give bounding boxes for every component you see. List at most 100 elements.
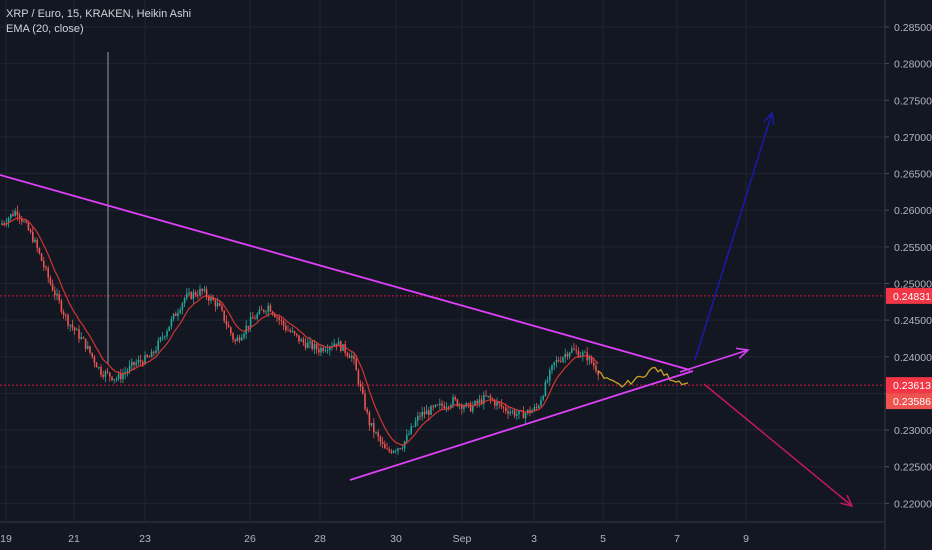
candle-body <box>335 343 338 347</box>
candle-body <box>582 352 584 356</box>
candle-body <box>533 406 536 411</box>
candle-body <box>269 305 272 312</box>
candle-body <box>483 395 485 404</box>
candle-body <box>414 421 417 427</box>
candle-body <box>401 448 404 450</box>
candle-body <box>144 355 146 365</box>
candle-body <box>315 343 318 350</box>
candle-body <box>494 400 496 406</box>
candle-body <box>166 331 168 337</box>
candle-body <box>73 327 76 331</box>
candle-body <box>254 318 256 320</box>
candle-body <box>467 403 470 404</box>
price-badge-label: 0.23586 <box>893 396 931 408</box>
candle-body <box>276 317 278 318</box>
candle-body <box>366 409 368 413</box>
candle-body <box>450 405 452 408</box>
candle-body <box>98 367 100 368</box>
candle-body <box>560 361 562 362</box>
candle-body <box>133 361 135 365</box>
candle-body <box>150 351 153 358</box>
candle-body <box>408 433 410 435</box>
candle-body <box>214 300 217 307</box>
candle-body <box>441 403 443 406</box>
y-tick-label: 0.24000 <box>894 352 932 364</box>
candle-body <box>236 337 239 342</box>
candle-body <box>188 292 190 294</box>
price-axis[interactable]: 0.28500 0.28000 0.27500 0.27000 0.26500 0.260… <box>884 0 932 550</box>
x-tick-label: 3 <box>531 533 537 545</box>
candle-body <box>113 379 115 381</box>
time-axis[interactable]: 19 21 23 26 28 30 Sep 3 5 7 9 <box>0 521 885 545</box>
ascending-trendline <box>349 370 694 481</box>
candle-body <box>153 351 155 353</box>
candle-body <box>78 329 80 339</box>
candle-body <box>500 403 503 407</box>
candle-body <box>190 292 192 299</box>
candle-body <box>445 406 448 409</box>
candle-body <box>278 317 280 320</box>
candle-body <box>588 356 591 361</box>
candle-body <box>425 410 428 415</box>
x-tick-label: Sep <box>453 533 472 545</box>
candle-body <box>47 268 49 278</box>
candle-body <box>126 370 129 373</box>
x-tick-label: 26 <box>244 533 256 545</box>
candle-body <box>29 230 32 232</box>
candle-body <box>447 406 450 408</box>
candle-body <box>291 331 294 333</box>
candle-body <box>109 372 111 377</box>
candle-body <box>540 399 542 406</box>
candle-body <box>69 324 71 326</box>
candle-body <box>205 289 208 297</box>
candle-body <box>379 436 382 442</box>
candle-body <box>177 312 179 316</box>
candle-body <box>135 362 137 365</box>
candle-body <box>164 336 166 338</box>
candle-body <box>381 441 384 444</box>
candle-body <box>267 305 269 312</box>
candle-body <box>311 341 313 349</box>
candle-body <box>463 406 465 409</box>
y-tick-label: 0.28500 <box>894 22 932 34</box>
candle-body <box>412 426 415 428</box>
candle-body <box>505 407 507 411</box>
candle-body <box>555 360 558 363</box>
candle-body <box>342 344 344 351</box>
candle-body <box>568 352 571 357</box>
candle-body <box>3 223 5 224</box>
candle-body <box>216 302 219 307</box>
candle-body <box>502 406 505 408</box>
candle-body <box>348 355 351 358</box>
candle-body <box>201 288 203 291</box>
candle-body <box>472 405 474 412</box>
projection-path <box>597 366 689 388</box>
candle-body <box>87 346 89 349</box>
candle-body <box>388 449 390 451</box>
symbol-title: XRP / Euro, 15, KRAKEN, Heikin Ashi <box>6 8 192 20</box>
candle-body <box>564 353 566 358</box>
ema-line <box>1 217 599 446</box>
candle-body <box>175 313 177 316</box>
candle-body <box>5 222 8 224</box>
candle-body <box>357 370 360 384</box>
candle-body <box>60 300 63 312</box>
candle-body <box>474 401 476 406</box>
y-tick-label: 0.28000 <box>894 59 932 71</box>
candle-body <box>302 339 305 343</box>
price-badge <box>886 287 932 304</box>
candle-body <box>265 311 267 313</box>
candle-body <box>304 342 307 348</box>
candle-body <box>489 395 492 399</box>
candle-body <box>390 450 393 453</box>
bullish-arrow <box>694 112 773 361</box>
candle-body <box>210 297 212 301</box>
candle-body <box>120 374 122 380</box>
candle-body <box>12 214 14 216</box>
candle-body <box>419 415 421 417</box>
candle-body <box>282 320 285 326</box>
candle-body <box>146 355 148 357</box>
candle-body <box>148 356 151 358</box>
candles <box>1 52 689 455</box>
